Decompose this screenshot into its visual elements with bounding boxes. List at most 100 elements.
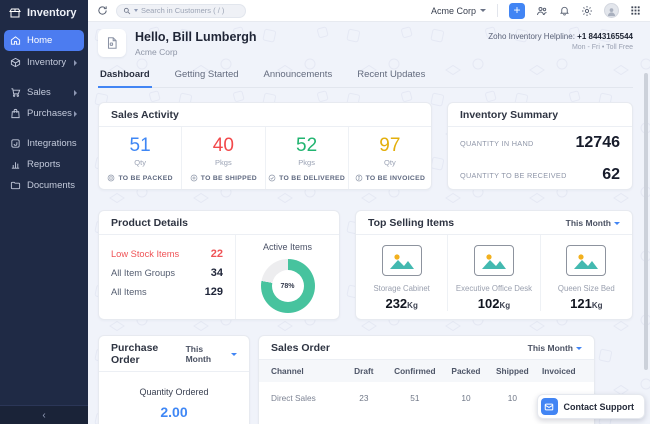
app-logo[interactable]: Inventory (0, 0, 88, 25)
item-unit: Kg (499, 301, 511, 310)
period-label: This Month (565, 218, 611, 228)
quantity-to-be-received-row: QUANTITY TO BE RECEIVED 62 (448, 159, 632, 189)
summary-label: QUANTITY IN HAND (460, 138, 534, 148)
sidebar-item-label: Documents (27, 180, 76, 191)
top-selling-items-card: Top Selling Items This Month Storage Cab… (355, 210, 633, 320)
tab-dashboard[interactable]: Dashboard (98, 66, 152, 88)
sidebar-item-reports[interactable]: Reports (4, 155, 84, 174)
period-selector[interactable]: This Month (186, 344, 237, 364)
greeting-org: Acme Corp (135, 46, 178, 57)
sidebar-item-label: Purchases (27, 108, 72, 119)
global-search[interactable] (116, 3, 246, 18)
refresh-icon[interactable] (97, 5, 108, 16)
sidebar-item-integrations[interactable]: Integrations (4, 134, 84, 153)
gear-icon[interactable] (581, 5, 593, 17)
active-items-label: Active Items (262, 242, 312, 252)
sidebar-item-label: Integrations (27, 138, 77, 149)
sidebar-item-documents[interactable]: Documents (4, 176, 84, 195)
sidebar-collapse-button[interactable]: ‹ (0, 405, 88, 424)
low-stock-items-row[interactable]: Low Stock Items 22 (111, 248, 223, 260)
search-scope-chevron-icon[interactable] (134, 9, 138, 12)
cell-confirmed: 51 (410, 393, 420, 403)
shipping-status-icon (190, 174, 198, 182)
users-icon[interactable] (536, 5, 548, 17)
card-title: Sales Order (271, 342, 330, 354)
scrollbar-thumb[interactable] (644, 73, 648, 370)
detail-value: 34 (210, 267, 223, 279)
quantity-in-hand-row: QUANTITY IN HAND 12746 (448, 127, 632, 159)
sidebar-item-sales[interactable]: Sales (4, 83, 84, 102)
stat-unit: Qty (384, 158, 396, 167)
contact-support-button[interactable]: Contact Support (536, 394, 645, 419)
sidebar-item-label: Inventory (27, 57, 67, 68)
to-be-shipped-stat[interactable]: 40 Pkgs TO BE SHIPPED (182, 127, 266, 189)
topbar: Acme Corp + (88, 0, 650, 22)
image-placeholder-icon (566, 245, 607, 276)
summary-label: QUANTITY TO BE RECEIVED (460, 170, 567, 180)
apps-grid-icon[interactable] (630, 5, 641, 16)
sidebar-item-label: Sales (27, 87, 51, 98)
sales-activity-card: Sales Activity 51 Qty TO BE PACKED 40 Pk… (98, 102, 432, 190)
org-switcher[interactable]: Acme Corp (431, 6, 486, 16)
detail-label: All Item Groups (111, 268, 176, 278)
search-input[interactable] (141, 6, 239, 15)
home-icon (10, 35, 21, 46)
period-selector[interactable]: This Month (566, 218, 620, 228)
chevron-down-icon (480, 9, 486, 12)
sidebar: Inventory Home Inventory Sales Purchases… (0, 0, 88, 424)
chevron-down-icon (576, 346, 582, 350)
period-selector[interactable]: This Month (528, 343, 582, 353)
donut-percent: 78% (271, 270, 304, 302)
collapse-chevron-icon: ‹ (42, 409, 46, 421)
item-name: Executive Office Desk (455, 284, 533, 293)
sidebar-item-label: Reports (27, 159, 61, 170)
quick-create-button[interactable]: + (509, 2, 525, 19)
contact-support-label: Contact Support (563, 401, 635, 412)
top-item[interactable]: Storage Cabinet 232Kg (356, 235, 449, 311)
cart-icon (10, 87, 21, 98)
stat-value: 40 (212, 135, 234, 156)
item-weight: 232 (385, 296, 408, 311)
detail-value: 22 (210, 248, 223, 260)
image-placeholder-icon (473, 245, 514, 276)
tab-getting-started[interactable]: Getting Started (174, 69, 239, 80)
tab-recent-updates[interactable]: Recent Updates (357, 69, 426, 80)
chat-icon (540, 398, 558, 415)
to-be-packed-stat[interactable]: 51 Qty TO BE PACKED (99, 127, 183, 189)
chevron-right-icon (74, 89, 77, 96)
sidebar-item-purchases[interactable]: Purchases (4, 104, 84, 123)
stat-unit: Qty (134, 158, 146, 167)
to-be-invoiced-stat[interactable]: 97 Qty TO BE INVOICED (349, 127, 431, 189)
stat-unit: Pkgs (298, 158, 315, 167)
item-unit: Kg (591, 301, 603, 310)
product-details-card: Product Details Low Stock Items 22 All I… (98, 210, 340, 320)
image-placeholder-icon (381, 245, 422, 276)
sidebar-item-home[interactable]: Home (4, 30, 84, 51)
app-title: Inventory (27, 7, 77, 19)
top-item[interactable]: Executive Office Desk 102Kg (448, 235, 541, 311)
user-avatar[interactable] (604, 3, 619, 18)
invoice-status-icon (355, 174, 362, 182)
greeting-text: Hello, Bill Lumbergh (135, 29, 257, 44)
dashboard-tabs: Dashboard Getting Started Announcements … (98, 66, 633, 88)
all-items-row[interactable]: All Items 129 (111, 286, 223, 298)
item-name: Storage Cabinet (373, 284, 430, 293)
bell-icon[interactable] (559, 5, 570, 16)
to-be-delivered-stat[interactable]: 52 Pkgs TO BE DELIVERED (266, 127, 349, 189)
period-label: This Month (185, 344, 212, 364)
card-title: Inventory Summary (460, 109, 559, 121)
cell-channel: Direct Sales (271, 393, 316, 403)
all-item-groups-row[interactable]: All Item Groups 34 (111, 267, 223, 279)
delivery-status-icon (268, 174, 276, 182)
top-item[interactable]: Queen Size Bed 121Kg (541, 235, 632, 311)
tab-announcements[interactable]: Announcements (263, 69, 333, 80)
sidebar-item-inventory[interactable]: Inventory (4, 53, 84, 72)
active-items-donut: 78% (260, 259, 315, 313)
column-header: Invoiced (541, 366, 576, 376)
card-title: Top Selling Items (368, 217, 455, 229)
cell-packed: 10 (461, 393, 471, 403)
card-title: Product Details (111, 217, 189, 229)
helpline-number: +1 8443165544 (577, 32, 633, 41)
stat-value: 97 (379, 135, 401, 156)
inventory-logo-icon (9, 7, 21, 19)
